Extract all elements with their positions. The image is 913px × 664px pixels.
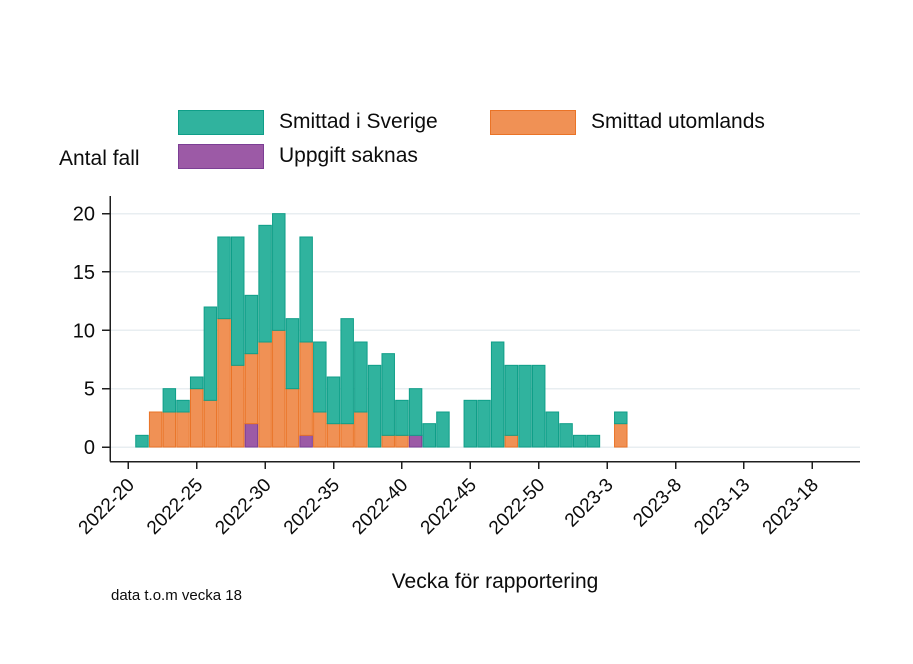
bar-segment [477,399,491,448]
y-tick-label: 5 [84,379,95,401]
bar-segment [162,411,177,448]
bar-segment [559,423,573,448]
bar-segment [244,294,259,355]
bar-segment [244,423,259,448]
bar-segment [148,411,163,448]
bar-segment [531,364,546,448]
x-tick-label: 2023-18 [759,475,823,539]
bar-segment [231,364,245,448]
bar-segment [367,364,382,448]
x-tick-label: 2022-35 [280,475,344,539]
x-tick-label: 2023-13 [690,475,754,539]
bar-segment [408,388,423,436]
bar-segment [381,353,395,436]
bar-segment [176,411,190,448]
bar-segment [354,341,368,413]
bar-segment [614,411,628,425]
legend-swatch-smittad-i-sverige [178,109,264,135]
bar-segment [299,434,313,448]
bar-segment [135,434,149,448]
bar-segment [326,423,341,448]
x-tick-label: 2022-30 [211,475,275,539]
bar-segment [395,434,409,448]
x-tick-label: 2022-25 [143,475,207,539]
x-tick-label: 2023-3 [561,475,618,532]
y-tick-label: 20 [73,204,95,226]
bar-segment [299,341,313,436]
bar-segment [231,236,245,366]
bar-segment [381,434,395,448]
bar-segment [573,434,587,448]
bar-segment [285,318,300,390]
y-tick-label: 10 [73,320,95,342]
bar-segment [217,318,231,448]
legend-swatch-smittad-utomlands [490,109,576,135]
bar-segment [313,341,327,413]
bar-segment [313,411,327,448]
bar-segment [272,329,286,448]
bar-segment [518,364,532,448]
bar-segment [408,434,423,448]
legend-label: Smittad utomlands [591,110,765,133]
y-tick-label: 15 [73,262,95,284]
legend-label: Uppgift saknas [279,144,418,167]
x-tick-label: 2022-40 [348,475,412,539]
bar-segment [244,353,259,425]
bar-segment [490,341,505,448]
caption: data t.o.m vecka 18 [111,587,242,604]
x-tick-label: 2022-20 [75,475,139,539]
legend-label: Smittad i Sverige [279,110,438,133]
bar-segment [272,213,286,331]
x-tick-label: 2022-50 [485,475,549,539]
legend-item-uppgift-saknas: Uppgift saknas [178,143,418,169]
bar-segment [463,399,478,448]
bar-segment [395,399,409,436]
bar-segment [436,411,450,448]
bar-segment [354,411,368,448]
bar-segment [614,423,628,448]
bar-segment [326,376,341,425]
bar-segment [299,236,313,343]
bar-segment [203,306,218,401]
bar-segment [189,376,204,390]
x-tick-label: 2023-8 [629,475,686,532]
bar-segment [340,423,354,448]
legend-item-smittad-i-sverige: Smittad i Sverige [178,109,438,135]
bar-segment [217,236,231,320]
x-axis-title: Vecka för rapportering [391,570,599,593]
legend-item-smittad-utomlands: Smittad utomlands [490,109,765,135]
bar-segment [258,341,272,448]
bar-segment [189,388,204,448]
bar-segment [340,318,354,425]
bar-segment [422,423,436,448]
legend-swatch-uppgift-saknas [178,143,264,169]
y-axis-title: Antal fall [59,147,140,170]
bar-segment [504,434,519,448]
bar-segment [203,399,218,448]
y-tick-label: 0 [84,437,95,459]
bar-segment [285,388,300,448]
bar-segment [162,388,177,413]
x-tick-label: 2022-45 [417,475,481,539]
bar-segment [504,364,519,436]
bar-segment [545,411,560,448]
bar-segment [258,224,272,343]
bar-segment [586,434,601,448]
bar-segment [176,399,190,413]
